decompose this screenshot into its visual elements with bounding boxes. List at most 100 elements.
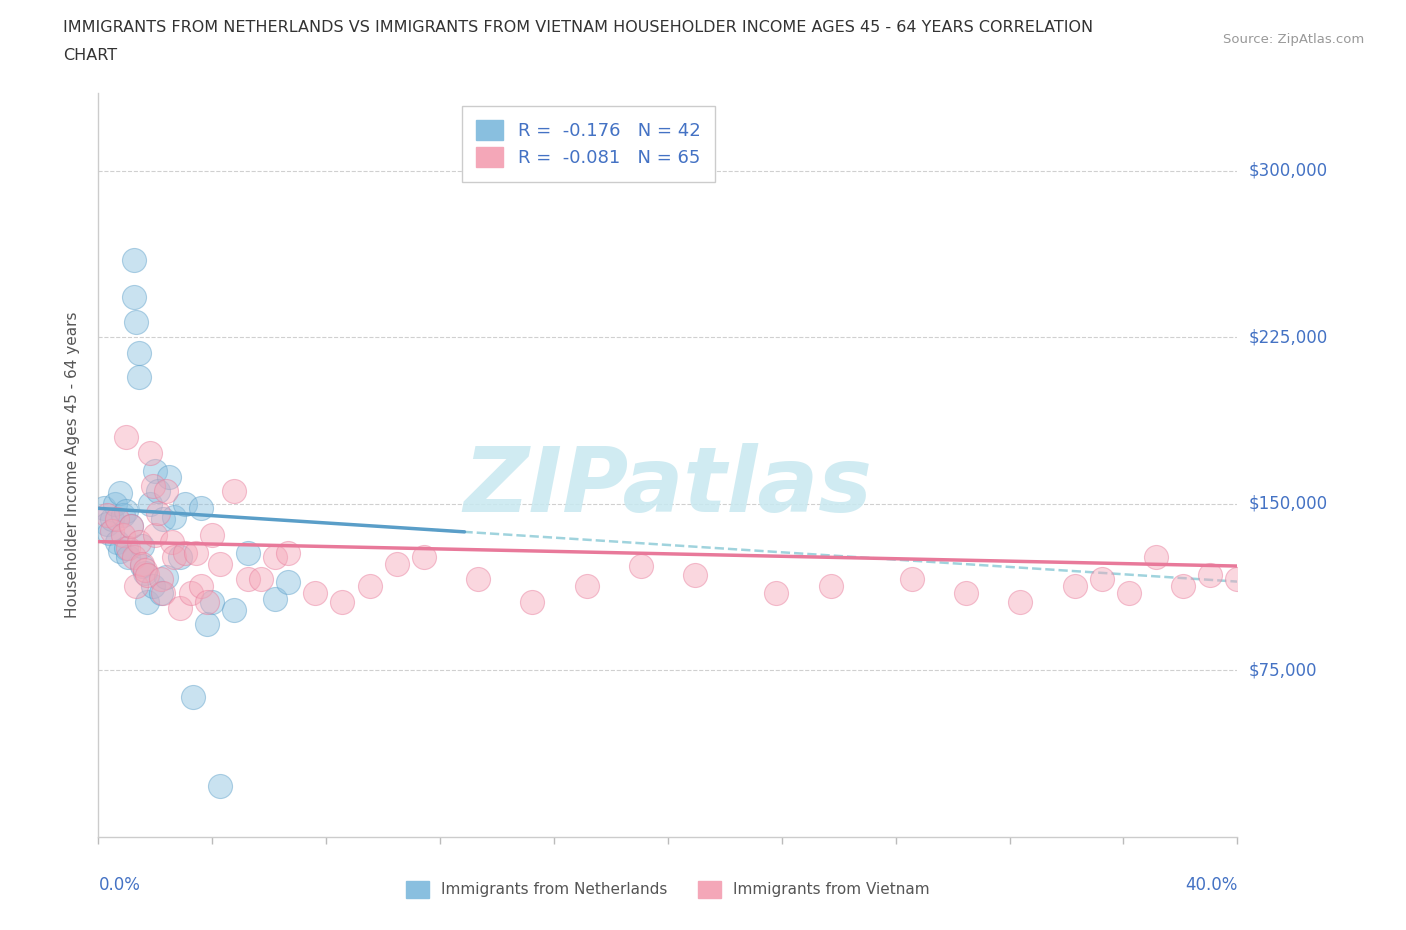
Point [122,252,145,267]
Point [222,483,245,498]
Point [184,545,207,560]
Point [107,512,129,527]
Point [149,585,172,600]
Point [93,501,115,516]
Point [820,578,842,593]
Point [157,470,180,485]
Text: Source: ZipAtlas.com: Source: ZipAtlas.com [1223,33,1364,46]
Point [183,690,205,705]
Point [128,534,150,549]
Point [359,578,381,593]
Point [111,508,134,523]
Point [131,538,153,553]
Point [209,778,232,793]
Point [125,314,148,329]
Point [142,578,165,593]
Point [955,585,977,600]
Point [1199,567,1222,582]
Point [201,594,224,609]
Point [263,550,285,565]
Point [152,585,174,600]
Point [765,585,787,600]
Point [683,567,706,582]
Point [108,543,131,558]
Point [145,527,167,542]
Point [1118,585,1140,600]
Point [117,541,139,556]
Point [1281,585,1303,600]
Point [96,508,118,523]
Point [467,572,489,587]
Point [101,523,124,538]
Point [1361,585,1384,600]
Point [131,556,153,571]
Point [1253,578,1275,593]
Point [304,585,326,600]
Point [277,545,299,560]
Point [155,483,177,498]
Point [101,512,124,527]
Point [169,601,191,616]
Point [1144,550,1167,565]
Point [332,594,354,609]
Point [1063,578,1085,593]
Point [236,545,259,560]
Point [195,617,218,631]
Point [152,512,174,527]
Point [1308,594,1330,609]
Point [250,572,273,587]
Point [128,370,150,385]
Point [114,503,136,518]
Point [1226,572,1249,587]
Legend: Immigrants from Netherlands, Immigrants from Vietnam: Immigrants from Netherlands, Immigrants … [399,875,936,904]
Point [263,591,285,606]
Point [412,550,434,565]
Text: $225,000: $225,000 [1249,328,1327,346]
Text: $150,000: $150,000 [1249,495,1327,512]
Y-axis label: Householder Income Ages 45 - 64 years: Householder Income Ages 45 - 64 years [65,312,80,618]
Point [385,556,408,571]
Point [174,497,197,512]
Point [104,497,127,512]
Point [114,541,136,556]
Point [120,519,142,534]
Text: 40.0%: 40.0% [1185,876,1237,894]
Point [107,534,129,549]
Point [125,578,148,593]
Point [1091,572,1114,587]
Point [108,485,131,500]
Text: $75,000: $75,000 [1249,661,1317,680]
Point [114,430,136,445]
Point [134,563,156,578]
Point [142,479,165,494]
Point [901,572,924,587]
Text: 0.0%: 0.0% [98,876,141,894]
Point [134,565,156,580]
Point [155,570,177,585]
Point [630,559,652,574]
Point [128,345,150,360]
Point [145,463,167,478]
Point [146,505,169,520]
Point [96,516,118,531]
Point [122,550,145,565]
Point [190,578,212,593]
Text: $300,000: $300,000 [1249,162,1327,179]
Point [120,519,142,534]
Point [1389,572,1406,587]
Point [236,572,259,587]
Point [522,594,544,609]
Point [146,483,169,498]
Point [222,603,245,618]
Point [277,574,299,589]
Point [1010,594,1032,609]
Text: CHART: CHART [63,48,117,63]
Point [209,556,232,571]
Point [139,445,162,460]
Point [1171,578,1194,593]
Point [98,525,121,540]
Point [190,501,212,516]
Point [136,594,159,609]
Point [117,550,139,565]
Text: IMMIGRANTS FROM NETHERLANDS VS IMMIGRANTS FROM VIETNAM HOUSEHOLDER INCOME AGES 4: IMMIGRANTS FROM NETHERLANDS VS IMMIGRANT… [63,20,1094,35]
